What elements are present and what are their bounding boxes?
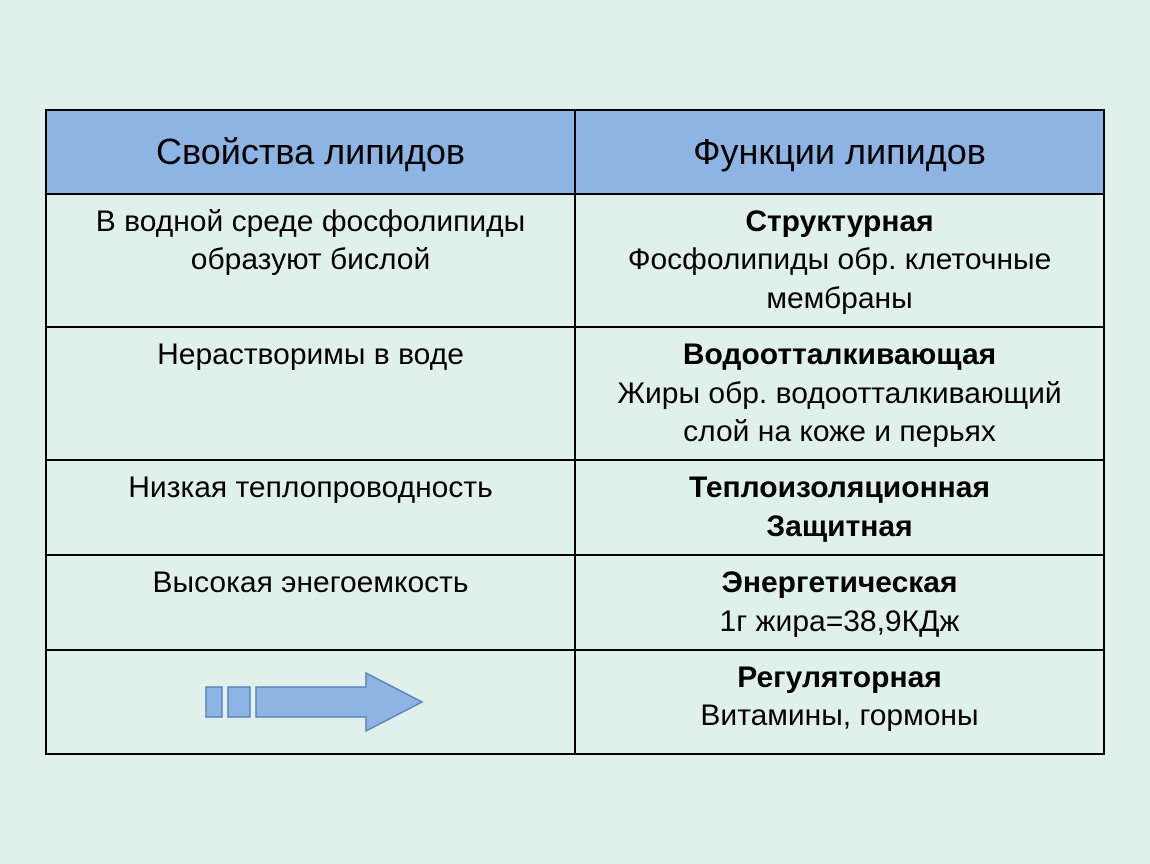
table-row: Низкая теплопроводность Теплоизоляционна… (46, 460, 1104, 555)
function-title: Водоотталкивающая (590, 336, 1089, 374)
table-row: Высокая энегоемкость Энергетическая 1г ж… (46, 555, 1104, 650)
header-functions: Функции липидов (575, 110, 1104, 194)
function-detail: Витамины, гормоны (590, 697, 1089, 735)
function-cell: Регуляторная Витамины, гормоны (575, 650, 1104, 754)
table-row: Нерастворимы в воде Водоотталкивающая Жи… (46, 327, 1104, 460)
function-cell: Энергетическая 1г жира=38,9КДж (575, 555, 1104, 650)
function-cell: Структурная Фосфолипиды обр. клеточные м… (575, 194, 1104, 327)
block-arrow-icon (196, 669, 426, 735)
property-cell-arrow (46, 650, 575, 754)
property-cell: Нерастворимы в воде (46, 327, 575, 460)
function-title: Энергетическая (590, 564, 1089, 602)
header-properties: Свойства липидов (46, 110, 575, 194)
function-detail: 1г жира=38,9КДж (590, 603, 1089, 641)
function-detail: Жиры обр. водоотталкивающий слой на коже… (590, 375, 1089, 452)
property-cell: Низкая теплопроводность (46, 460, 575, 555)
function-title: Регуляторная (590, 659, 1089, 697)
function-detail: Фосфолипиды обр. клеточные мембраны (590, 241, 1089, 318)
header-row: Свойства липидов Функции липидов (46, 110, 1104, 194)
lipids-table-container: Свойства липидов Функции липидов В водно… (45, 109, 1105, 755)
table-row: Регуляторная Витамины, гормоны (46, 650, 1104, 754)
function-title: Теплоизоляционная (590, 469, 1089, 507)
property-cell: Высокая энегоемкость (46, 555, 575, 650)
property-cell: В водной среде фосфолипиды образуют бисл… (46, 194, 575, 327)
table-row: В водной среде фосфолипиды образуют бисл… (46, 194, 1104, 327)
function-cell: Теплоизоляционная Защитная (575, 460, 1104, 555)
lipids-table: Свойства липидов Функции липидов В водно… (45, 109, 1105, 755)
function-cell: Водоотталкивающая Жиры обр. водоотталкив… (575, 327, 1104, 460)
function-title: Структурная (590, 203, 1089, 241)
function-title-2: Защитная (590, 508, 1089, 546)
